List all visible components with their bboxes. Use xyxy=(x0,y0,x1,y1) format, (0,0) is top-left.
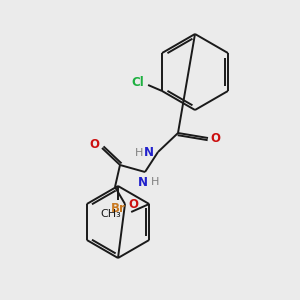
Text: O: O xyxy=(210,131,220,145)
Text: N: N xyxy=(144,146,154,160)
Text: H: H xyxy=(151,177,159,187)
Text: N: N xyxy=(138,176,148,188)
Text: Br: Br xyxy=(111,202,125,214)
Text: H: H xyxy=(135,148,143,158)
Text: O: O xyxy=(89,139,99,152)
Text: CH₃: CH₃ xyxy=(100,209,121,219)
Text: O: O xyxy=(128,197,138,211)
Text: Cl: Cl xyxy=(132,76,145,89)
